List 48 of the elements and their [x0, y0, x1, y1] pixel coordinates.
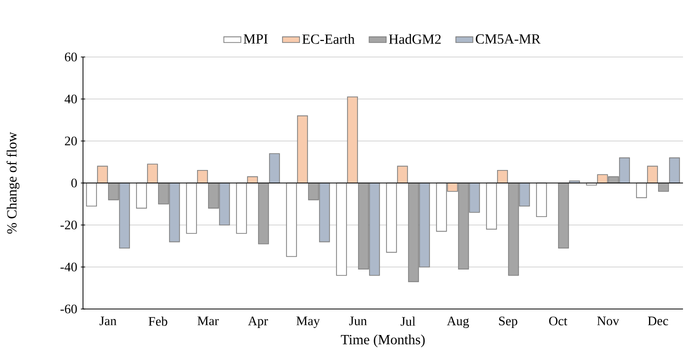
y-tick-label: -20	[60, 220, 77, 230]
bar	[297, 115, 308, 184]
legend-label: EC-Earth	[302, 34, 355, 44]
y-axis-title: % Change of flow	[6, 132, 20, 234]
legend-label: CM5A-MR	[476, 34, 541, 44]
bar	[197, 170, 208, 184]
y-tick-label: -60	[60, 304, 77, 314]
bar	[258, 182, 269, 244]
y-tick-label: 40	[64, 94, 77, 104]
y-tick-label: -40	[60, 262, 77, 272]
x-tick-label: Apr	[248, 316, 268, 328]
bar	[386, 182, 397, 253]
bar	[147, 164, 158, 184]
y-tick-label: 0	[71, 178, 77, 188]
legend-label: HadGM2	[388, 34, 441, 44]
x-tick-label: Nov	[597, 316, 620, 326]
bar	[347, 96, 358, 184]
bar	[497, 170, 508, 184]
y-tick-label: 20	[64, 136, 77, 146]
x-tick-label: Jul	[400, 316, 416, 326]
bar	[658, 182, 669, 192]
x-tick-label: Sep	[499, 316, 518, 328]
y-tick-label: 60	[64, 52, 77, 62]
x-tick-label: Dec	[648, 316, 668, 326]
x-tick-label: Jan	[100, 316, 116, 326]
bar	[269, 153, 280, 184]
bar	[486, 182, 497, 230]
x-tick-label: Aug	[446, 316, 469, 328]
x-tick-label: Oct	[549, 316, 568, 326]
bar	[97, 166, 108, 184]
bar	[636, 182, 647, 198]
bar	[536, 182, 547, 217]
bar	[558, 182, 569, 248]
bar	[86, 182, 97, 206]
bar	[336, 182, 347, 276]
x-tick-label: Feb	[148, 316, 168, 326]
bar	[669, 157, 680, 184]
bar	[186, 182, 197, 234]
legend-label: MPI	[244, 34, 268, 44]
x-axis-title: Time (Months)	[340, 334, 425, 348]
x-tick-label: Jun	[349, 316, 367, 326]
bar	[647, 166, 658, 184]
bar	[286, 182, 297, 257]
x-tick-label: Mar	[198, 316, 219, 326]
bar	[136, 182, 147, 209]
x-tick-label: May	[296, 316, 320, 328]
bar	[236, 182, 247, 234]
bar	[397, 166, 408, 184]
